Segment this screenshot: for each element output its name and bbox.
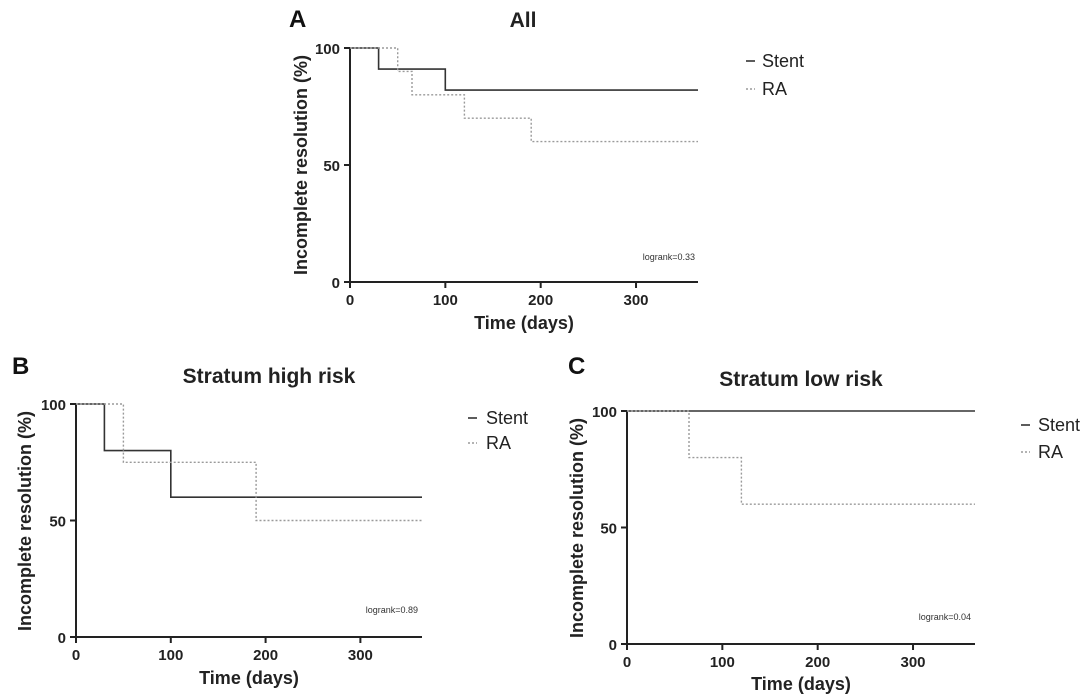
panel-letter: B <box>12 353 29 380</box>
chart-panel-b: B Stratum high risk 0 100 200 300 0 50 100 Time (… <box>12 353 528 688</box>
y-tick-label: 0 <box>332 275 340 292</box>
logrank-annotation: logrank=0.04 <box>919 612 971 622</box>
x-tick-label: 200 <box>805 654 830 671</box>
x-tick-label: 100 <box>433 292 458 309</box>
chart-title: Stratum low risk <box>719 368 883 391</box>
x-axis-title: Time (days) <box>751 674 851 694</box>
y-tick-label: 100 <box>592 404 617 421</box>
series-line-ra <box>350 47 698 143</box>
y-axis-title: Incomplete resolution (%) <box>15 411 35 631</box>
x-tick-label: 0 <box>623 654 631 671</box>
legend-label-ra: RA <box>762 79 787 99</box>
x-axis-title: Time (days) <box>474 313 574 333</box>
x-tick-label: 300 <box>624 292 649 309</box>
legend-label-stent: Stent <box>1038 415 1080 435</box>
series-line-stent <box>350 47 698 91</box>
series-line-ra <box>627 410 975 505</box>
y-tick-label: 0 <box>609 637 617 654</box>
logrank-annotation: logrank=0.33 <box>643 252 695 262</box>
series-line-ra <box>76 403 422 522</box>
x-tick-label: 200 <box>253 647 278 664</box>
x-tick-label: 0 <box>72 647 80 664</box>
chart-panel-a: A All 0 100 200 300 0 50 100 Time (days) Incomplet… <box>289 6 804 333</box>
y-tick-label: 50 <box>323 158 340 175</box>
series-line-stent <box>76 403 422 499</box>
x-tick-label: 200 <box>528 292 553 309</box>
logrank-annotation: logrank=0.89 <box>366 605 418 615</box>
x-tick-label: 100 <box>158 647 183 664</box>
chart-title: All <box>510 9 537 32</box>
y-tick-label: 100 <box>315 41 340 58</box>
y-tick-label: 50 <box>600 521 617 538</box>
x-tick-label: 300 <box>901 654 926 671</box>
y-tick-label: 100 <box>41 397 66 414</box>
legend-label-stent: Stent <box>486 408 528 428</box>
legend-label-ra: RA <box>1038 442 1063 462</box>
y-tick-label: 0 <box>58 630 66 647</box>
y-axis-title: Incomplete resolution (%) <box>567 418 587 638</box>
x-tick-label: 300 <box>348 647 373 664</box>
legend-label-ra: RA <box>486 433 511 453</box>
x-tick-label: 100 <box>710 654 735 671</box>
chart-panel-c: C Stratum low risk 0 100 200 300 0 50 100 Time (d… <box>567 353 1080 694</box>
y-axis-title: Incomplete resolution (%) <box>291 55 311 275</box>
y-tick-label: 50 <box>49 514 66 531</box>
x-tick-label: 0 <box>346 292 354 309</box>
panel-letter: C <box>568 353 585 380</box>
panel-letter: A <box>289 6 306 33</box>
legend-label-stent: Stent <box>762 51 804 71</box>
x-axis-title: Time (days) <box>199 668 299 688</box>
chart-title: Stratum high risk <box>183 365 356 388</box>
